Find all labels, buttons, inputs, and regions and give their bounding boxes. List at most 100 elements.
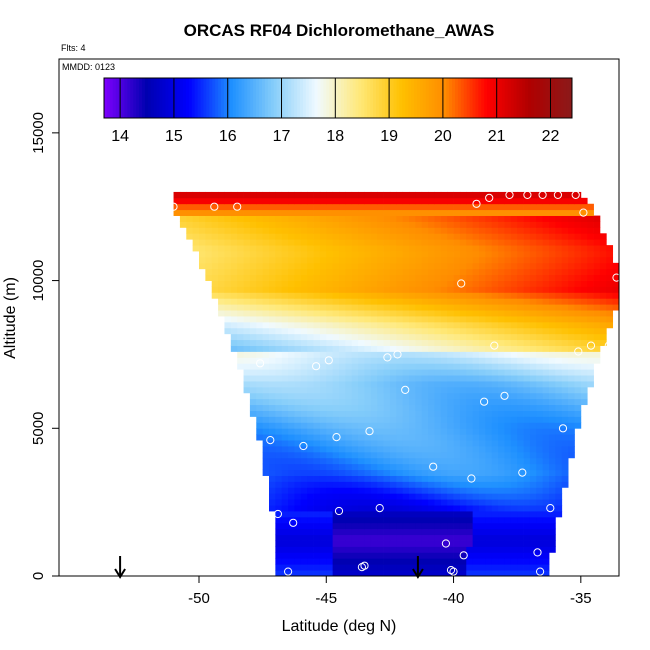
heatmap-cell <box>313 369 321 376</box>
heatmap-cell <box>453 221 461 228</box>
heatmap-cell <box>402 481 410 488</box>
heatmap-cell <box>542 457 550 465</box>
heatmap-cell <box>294 522 302 530</box>
heatmap-cell <box>319 191 327 199</box>
heatmap-cell <box>542 475 550 482</box>
heatmap-cell <box>440 416 448 423</box>
heatmap-cell <box>434 321 442 329</box>
heatmap-cell <box>555 262 563 270</box>
heatmap-cell <box>288 463 295 471</box>
heatmap-cell <box>332 351 340 358</box>
heatmap-cell <box>409 534 416 541</box>
heatmap-cell <box>574 215 582 222</box>
heatmap-cell <box>421 558 429 565</box>
heatmap-cell <box>517 528 524 536</box>
heatmap-cell <box>396 463 404 471</box>
heatmap-cell <box>593 286 601 293</box>
heatmap-cell <box>383 268 391 276</box>
heatmap-cell <box>383 392 391 400</box>
heatmap-cell <box>421 404 429 411</box>
heatmap-cell <box>326 475 334 482</box>
heatmap-cell <box>275 375 283 382</box>
heatmap-cell <box>402 298 410 305</box>
heatmap-cell <box>421 546 429 553</box>
heatmap-cell <box>370 280 378 287</box>
heatmap-cell <box>275 570 283 576</box>
heatmap-cell <box>383 321 391 329</box>
heatmap-cell <box>339 321 346 329</box>
heatmap-cell <box>498 233 505 240</box>
heatmap-cell <box>351 522 359 530</box>
heatmap-cell <box>517 363 524 370</box>
heatmap-cell <box>536 363 544 370</box>
heatmap-cell <box>218 191 225 199</box>
heatmap-cell <box>434 558 442 565</box>
heatmap-cell <box>517 446 524 453</box>
heatmap-cell <box>396 221 404 228</box>
heatmap-cell <box>415 197 423 205</box>
heatmap-cell <box>269 475 276 482</box>
heatmap-cell <box>300 363 308 370</box>
heatmap-cell <box>275 552 283 559</box>
heatmap-cell <box>453 310 461 317</box>
heatmap-cell <box>345 268 353 276</box>
sample-point <box>500 391 509 400</box>
heatmap-cell <box>364 333 372 341</box>
heatmap-cell <box>453 251 461 258</box>
heatmap-cell <box>383 558 391 565</box>
heatmap-cell <box>402 262 410 270</box>
heatmap-cell <box>428 245 435 252</box>
heatmap-cell <box>409 357 416 364</box>
heatmap-cell <box>542 392 550 400</box>
heatmap-cell <box>523 481 531 488</box>
heatmap-cell <box>498 321 505 329</box>
heatmap-cell <box>294 487 302 494</box>
heatmap-cell <box>510 262 518 270</box>
heatmap-cell <box>542 398 550 406</box>
heatmap-cell <box>561 375 569 382</box>
heatmap-cell <box>510 558 518 565</box>
heatmap-cell <box>364 481 372 488</box>
heatmap-cell <box>453 451 461 459</box>
colorbar-segment <box>563 78 567 118</box>
heatmap-cell <box>319 404 327 411</box>
heatmap-cell <box>447 262 454 270</box>
heatmap-cell <box>396 451 404 459</box>
heatmap-cell <box>300 570 308 576</box>
heatmap-cell <box>339 197 346 205</box>
sample-point <box>472 199 481 208</box>
heatmap-cell <box>529 321 537 329</box>
heatmap-cell <box>332 280 340 287</box>
heatmap-cell <box>593 274 601 281</box>
heatmap-cell <box>345 351 353 358</box>
heatmap-cell <box>275 345 283 352</box>
heatmap-cell <box>339 298 346 305</box>
heatmap-cell <box>275 422 283 429</box>
heatmap-cell <box>510 215 518 222</box>
heatmap-cell <box>447 245 454 252</box>
heatmap-cell <box>326 446 334 453</box>
heatmap-cell <box>447 339 454 346</box>
heatmap-cell <box>402 197 410 205</box>
heatmap-cell <box>536 233 544 240</box>
heatmap-cell <box>256 221 264 228</box>
heatmap-cell <box>523 327 531 335</box>
heatmap-cell <box>549 363 556 370</box>
heatmap-cell <box>549 487 556 494</box>
heatmap-cell <box>574 381 582 388</box>
heatmap-cell <box>440 245 448 252</box>
heatmap-cell <box>218 209 225 216</box>
heatmap-cell <box>230 203 238 211</box>
heatmap-cell <box>536 422 544 429</box>
heatmap-cell <box>288 493 295 500</box>
heatmap-cell <box>498 487 505 494</box>
heatmap-cell <box>517 357 524 364</box>
heatmap-cell <box>542 209 550 216</box>
heatmap-cell <box>307 564 314 571</box>
heatmap-cell <box>447 221 454 228</box>
colorbar-segment <box>525 78 529 118</box>
heatmap-cell <box>402 292 410 299</box>
x-tick-label: -45 <box>315 590 337 607</box>
heatmap-cell <box>370 558 378 565</box>
heatmap-cell <box>421 392 429 400</box>
